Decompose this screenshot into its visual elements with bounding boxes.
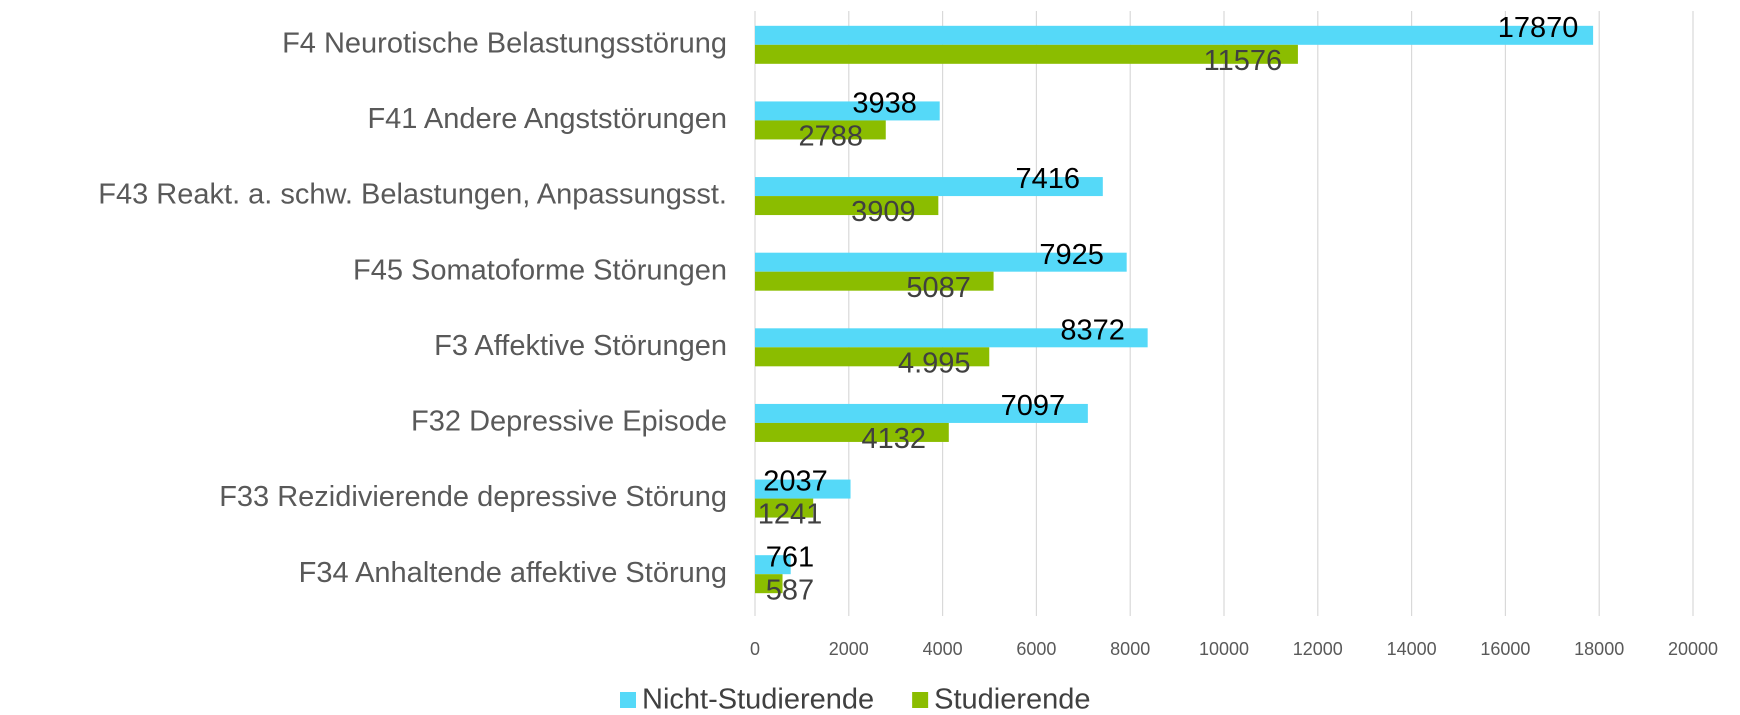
data-label: 2788 (798, 121, 863, 153)
bar (755, 403, 1088, 423)
legend-swatch (912, 692, 929, 708)
data-label: 17870 (1498, 12, 1579, 44)
category-label: F41 Andere Angststörungen (367, 103, 727, 135)
category-label: F43 Reakt. a. schw. Belastungen, Anpassu… (98, 179, 727, 211)
bar (755, 252, 1127, 272)
x-tick-label: 14000 (1387, 639, 1437, 659)
bar (755, 422, 949, 442)
x-tick-label: 10000 (1199, 639, 1249, 659)
data-label: 587 (766, 574, 814, 606)
legend-label: Studierende (934, 684, 1090, 715)
bar (755, 120, 886, 140)
category-label: F4 Neurotische Belastungsstörung (282, 27, 727, 59)
data-label: 3909 (851, 196, 916, 228)
bar (755, 574, 783, 594)
data-label: 1241 (758, 499, 823, 531)
bar (755, 44, 1298, 64)
x-tick-label: 20000 (1668, 639, 1718, 659)
data-label: 11576 (1204, 45, 1283, 77)
data-label: 7925 (1039, 239, 1104, 271)
x-tick-label: 18000 (1574, 639, 1624, 659)
x-tick-label: 2000 (829, 639, 869, 659)
bar (755, 196, 939, 216)
data-label: 5087 (906, 272, 971, 304)
category-label: F3 Affektive Störungen (434, 330, 727, 362)
bar (755, 498, 814, 518)
category-label: F33 Rezidivierende depressive Störung (219, 481, 727, 513)
data-label: 2037 (763, 466, 828, 498)
bar (755, 328, 1148, 348)
x-tick-label: 6000 (1016, 639, 1056, 659)
bar (755, 347, 990, 367)
category-label: F32 Depressive Episode (411, 406, 727, 438)
legend-label: Nicht-Studierende (642, 684, 874, 715)
x-tick-label: 0 (750, 639, 760, 659)
data-label: 8372 (1060, 314, 1125, 346)
bar (755, 271, 994, 291)
x-tick-label: 16000 (1480, 639, 1530, 659)
data-label: 761 (766, 541, 814, 573)
bar (755, 177, 1103, 197)
data-label: 3938 (852, 88, 917, 120)
bar (755, 25, 1594, 45)
data-label: 4132 (862, 423, 927, 455)
legend-swatch (620, 692, 636, 708)
data-label: 4.995 (898, 347, 971, 379)
category-label: F34 Anhaltende affektive Störung (299, 557, 727, 589)
bar (755, 479, 851, 499)
x-tick-label: 8000 (1110, 639, 1150, 659)
x-tick-label: 12000 (1293, 639, 1343, 659)
category-label: F45 Somatoforme Störungen (353, 254, 727, 286)
bar (755, 101, 940, 121)
x-tick-label: 4000 (923, 639, 963, 659)
data-label: 7416 (1016, 163, 1081, 195)
data-label: 7097 (1001, 390, 1066, 422)
bar (755, 555, 791, 575)
